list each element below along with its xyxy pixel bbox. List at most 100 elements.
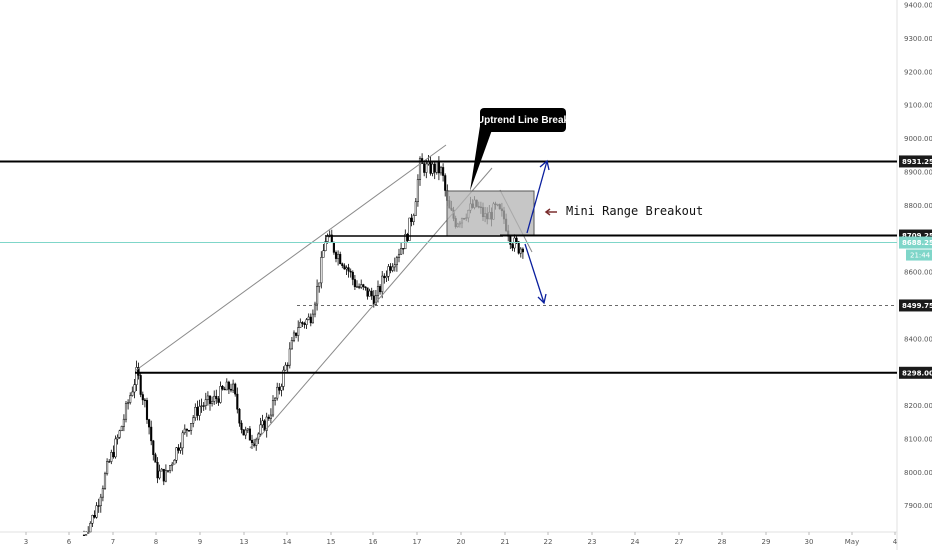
candle-body xyxy=(200,405,203,407)
candle-body xyxy=(267,416,270,419)
price-tick-label: 8600.00 xyxy=(904,269,932,277)
price-tick-label: 8400.00 xyxy=(904,335,932,343)
candle-body xyxy=(366,287,369,297)
current-price-label: 8688.25 xyxy=(902,239,932,247)
candle-body xyxy=(406,234,409,241)
time-tick-label: 6 xyxy=(67,538,72,546)
horizontal-levels[interactable] xyxy=(0,160,897,374)
candle-body xyxy=(423,163,426,173)
time-tick-label: 14 xyxy=(283,538,292,546)
candle-body xyxy=(355,286,359,288)
candle-body xyxy=(435,161,438,173)
candle-body xyxy=(313,303,317,315)
candle-body xyxy=(211,400,214,404)
candle-body xyxy=(414,201,417,216)
price-tick-label: 9000.00 xyxy=(904,135,932,143)
candle-body xyxy=(341,263,344,266)
candle-body xyxy=(91,515,94,524)
candle-body xyxy=(103,473,107,489)
candle-body xyxy=(139,375,142,395)
candle-body xyxy=(397,253,401,258)
candle-body xyxy=(154,454,157,463)
candle-body xyxy=(187,430,191,432)
candle-body xyxy=(158,470,161,479)
candle-body xyxy=(175,447,178,461)
candle-body xyxy=(439,167,443,174)
candle-body xyxy=(349,270,352,273)
level-price-tag xyxy=(899,299,932,312)
up-arrow[interactable] xyxy=(526,160,548,234)
candle-body xyxy=(206,395,209,400)
candle-body xyxy=(280,386,283,391)
price-tick-label: 8000.00 xyxy=(904,469,932,477)
candle-body xyxy=(160,468,163,472)
candle-body xyxy=(97,505,100,507)
candle-body xyxy=(173,460,176,465)
candle-body xyxy=(177,447,180,451)
time-axis[interactable]: 3 6 7 8 9 13 14 15 16 17 20 21 22 23 24 27 28 29 30 May 4 xyxy=(24,532,898,546)
trend-line-drawings[interactable] xyxy=(134,144,535,449)
candle-body xyxy=(521,248,524,253)
candle-body xyxy=(276,386,279,399)
level-price-tag xyxy=(899,366,932,379)
candle-body xyxy=(297,327,300,336)
uptrend-break-callout[interactable]: Uptrend Line Break xyxy=(470,108,570,191)
candle-body xyxy=(332,242,335,253)
time-tick-label: 28 xyxy=(718,538,727,546)
countdown-tag xyxy=(906,249,932,261)
candle-body xyxy=(99,496,102,507)
candle-body xyxy=(271,400,275,416)
candle-body xyxy=(179,447,182,451)
candle-body xyxy=(402,248,405,250)
mini-range-box[interactable] xyxy=(446,190,535,237)
candle-body xyxy=(110,452,113,462)
time-tick-label: 22 xyxy=(544,538,553,546)
candle-body xyxy=(412,215,415,222)
candle-body xyxy=(257,433,260,440)
level-price-label: 8931.25 xyxy=(902,158,932,166)
candle-body xyxy=(364,286,367,289)
level-price-label: 8298.00 xyxy=(902,369,932,377)
candle-body xyxy=(217,398,220,403)
candle-body xyxy=(166,470,170,472)
current-price-tag xyxy=(899,236,932,249)
candle-body xyxy=(376,286,380,296)
candle-body xyxy=(326,236,329,242)
time-tick-label: 9 xyxy=(198,538,202,546)
price-tick-label: 9100.00 xyxy=(904,102,932,110)
candle-body xyxy=(372,295,375,305)
candle-body xyxy=(353,279,356,288)
candle-body xyxy=(116,437,119,440)
candle-body xyxy=(131,391,134,396)
candle-body xyxy=(301,322,304,324)
candle-body xyxy=(192,417,195,424)
time-tick-label: 23 xyxy=(588,538,597,546)
upper-channel-line[interactable] xyxy=(134,144,447,372)
candle-body xyxy=(164,470,167,482)
time-tick-label: 4 xyxy=(893,538,898,546)
down-arrow[interactable] xyxy=(524,243,545,304)
candle-body xyxy=(292,332,296,341)
candle-body xyxy=(234,383,237,395)
candle-body xyxy=(221,386,224,390)
projection-arrows[interactable] xyxy=(524,159,557,305)
candle-body xyxy=(282,369,285,387)
pointer-head-icon xyxy=(544,208,551,216)
candle-body xyxy=(223,388,226,391)
candle-body xyxy=(515,237,518,243)
candle-body xyxy=(334,252,338,259)
candle-body xyxy=(261,420,264,426)
candle-body xyxy=(198,406,201,416)
candle-body xyxy=(238,408,241,424)
candle-body xyxy=(208,395,212,404)
candle-body xyxy=(274,397,277,401)
candle-body xyxy=(196,406,199,416)
candle-body xyxy=(118,430,121,438)
candle-body xyxy=(122,418,125,427)
candle-body xyxy=(135,367,138,385)
time-tick-label: 21 xyxy=(501,538,510,546)
candle-body xyxy=(143,399,146,401)
callout-box xyxy=(480,108,566,132)
candle-body xyxy=(148,419,151,428)
